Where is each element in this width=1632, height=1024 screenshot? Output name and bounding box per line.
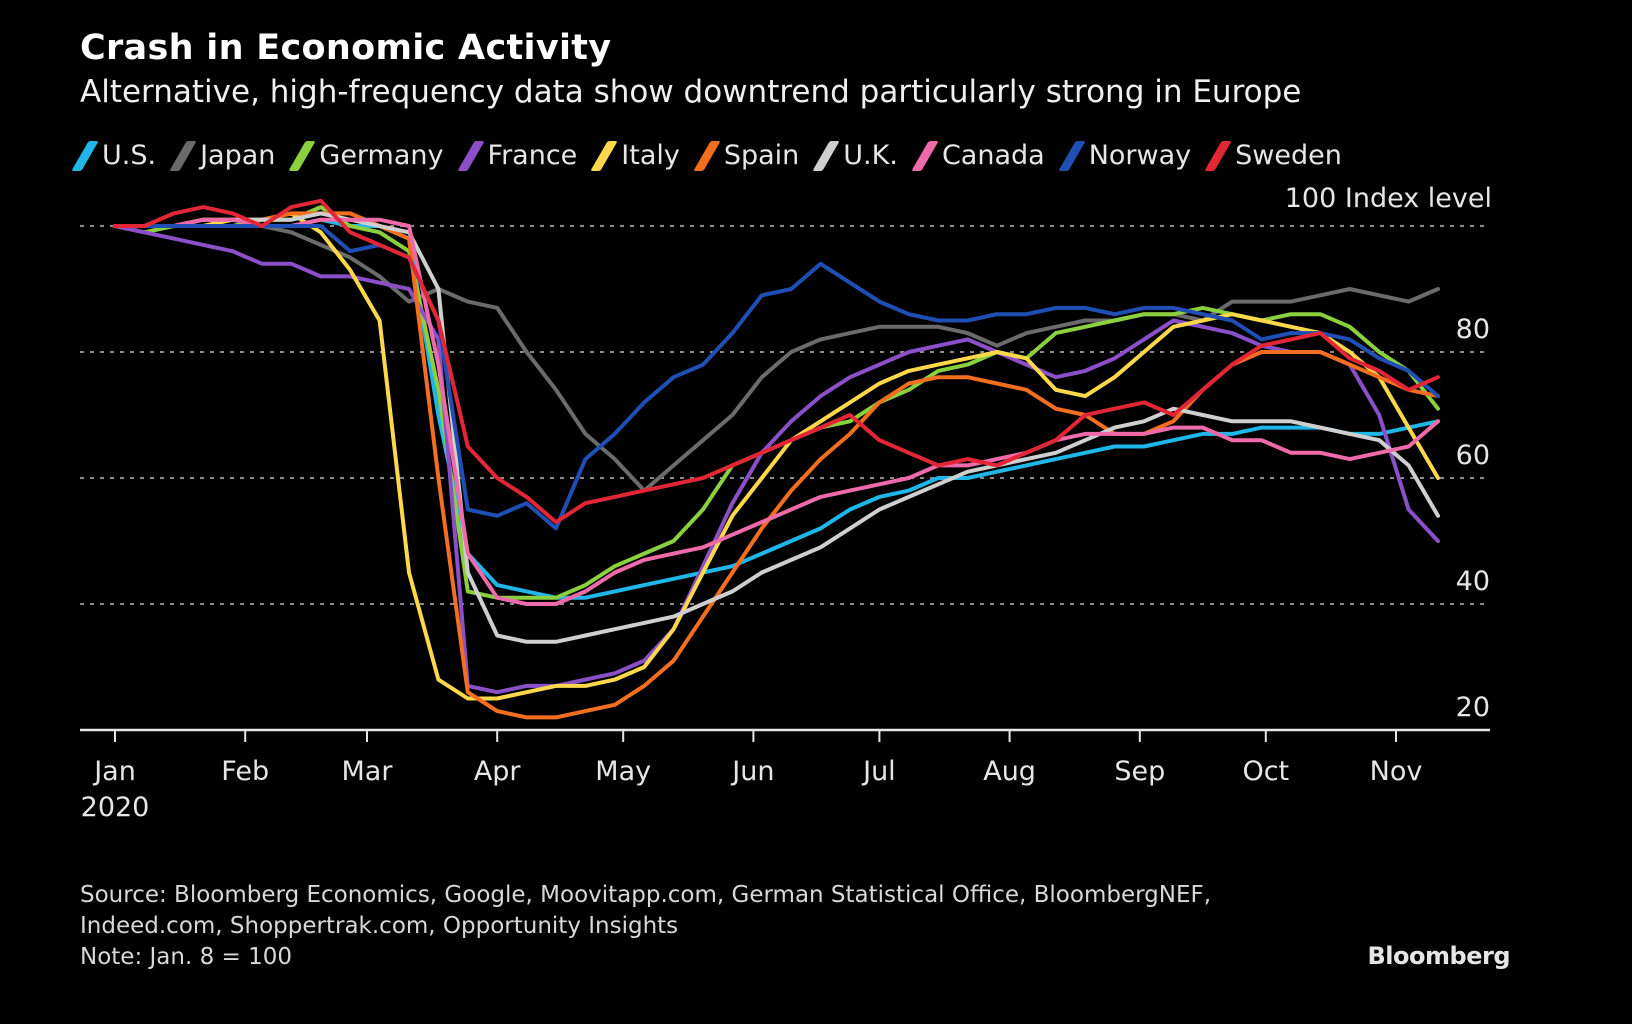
legend-label: U.K. — [843, 140, 898, 171]
y-axis-unit-prefix: 100 — [1284, 183, 1337, 214]
legend-item-france: France — [456, 140, 578, 171]
legend-label: Canada — [941, 140, 1045, 171]
legend-item-norway: Norway — [1058, 140, 1192, 171]
legend-label: Germany — [319, 140, 444, 171]
legend-swatch — [693, 140, 721, 171]
x-tick-label: Jul — [861, 756, 896, 787]
legend-item-canada: Canada — [911, 140, 1045, 171]
series-line-italy — [113, 211, 1440, 701]
legend-item-spain: Spain — [693, 140, 800, 171]
series-line-france — [113, 224, 1440, 695]
x-tick-label: Aug — [983, 756, 1036, 787]
series-line-canada — [113, 217, 1440, 606]
legend-item-uk: U.K. — [812, 140, 898, 171]
y-tick-label: 40 — [1456, 566, 1490, 597]
legend-item-us: U.S. — [71, 140, 157, 171]
legend-swatch — [911, 140, 939, 171]
legend-label: U.S. — [102, 140, 157, 171]
y-axis-unit-text: Index level — [1344, 183, 1492, 214]
legend-label: Norway — [1088, 140, 1192, 171]
legend-swatch — [288, 140, 317, 171]
x-tick-label: Jan — [92, 756, 136, 787]
legend-swatch — [169, 140, 197, 171]
legend: U.S. Japan Germany France Italy Spain U.K. Cana… — [71, 140, 1364, 171]
x-tick-label: Feb — [221, 756, 269, 787]
legend-swatch — [1058, 140, 1086, 171]
legend-item-sweden: Sweden — [1204, 140, 1342, 171]
x-tick-label: May — [595, 756, 651, 787]
legend-swatch — [456, 140, 485, 171]
x-tick-label: Sep — [1114, 756, 1165, 787]
bloomberg-logo: Bloomberg — [1367, 942, 1511, 970]
x-year-label: 2020 — [81, 792, 150, 823]
chart-subtitle: Alternative, high-frequency data show do… — [80, 74, 1302, 110]
source-line-2: Indeed.com, Shoppertrak.com, Opportunity… — [80, 913, 679, 939]
legend-item-italy: Italy — [590, 140, 680, 171]
legend-swatch — [71, 140, 99, 171]
y-tick-label: 60 — [1456, 440, 1490, 471]
series-line-us — [113, 217, 1440, 600]
legend-label: Sweden — [1235, 140, 1342, 171]
legend-swatch — [590, 140, 618, 171]
series-line-sweden — [113, 198, 1440, 525]
x-tick-label: Nov — [1370, 756, 1423, 787]
series-line-spain — [113, 211, 1440, 720]
legend-label: Spain — [723, 140, 800, 171]
note: Note: Jan. 8 = 100 — [80, 944, 293, 970]
legend-swatch — [1204, 140, 1232, 171]
x-tick-label: Jun — [730, 756, 774, 787]
legend-item-japan: Japan — [169, 140, 276, 171]
series-line-japan — [113, 217, 1440, 493]
legend-label: Italy — [621, 140, 680, 171]
x-tick-label: Oct — [1242, 756, 1289, 787]
series-line-uk — [113, 211, 1440, 644]
series-line-germany — [113, 205, 1440, 600]
legend-item-germany: Germany — [288, 140, 444, 171]
legend-label: France — [487, 140, 578, 171]
x-tick-label: Apr — [474, 756, 522, 787]
y-tick-label: 80 — [1456, 314, 1490, 345]
legend-label: Japan — [200, 140, 276, 171]
chart-title: Crash in Economic Activity — [80, 28, 612, 68]
gridlines — [80, 225, 1490, 605]
series-line-norway — [113, 224, 1440, 531]
source-line-1: Source: Bloomberg Economics, Google, Moo… — [80, 882, 1212, 908]
y-tick-label: 20 — [1456, 692, 1490, 723]
y-axis-unit-label: 100 Index level — [1285, 183, 1492, 214]
footer: Source: Bloomberg Economics, Google, Moo… — [80, 880, 1211, 973]
legend-swatch — [812, 140, 840, 171]
series-lines — [113, 198, 1440, 720]
x-axis: Jan Feb Mar Apr May Jun Jul Aug Sep Oct Nov 2020 — [80, 728, 1490, 823]
y-axis: 20 40 60 80 — [1456, 314, 1490, 723]
x-tick-label: Mar — [342, 756, 394, 787]
